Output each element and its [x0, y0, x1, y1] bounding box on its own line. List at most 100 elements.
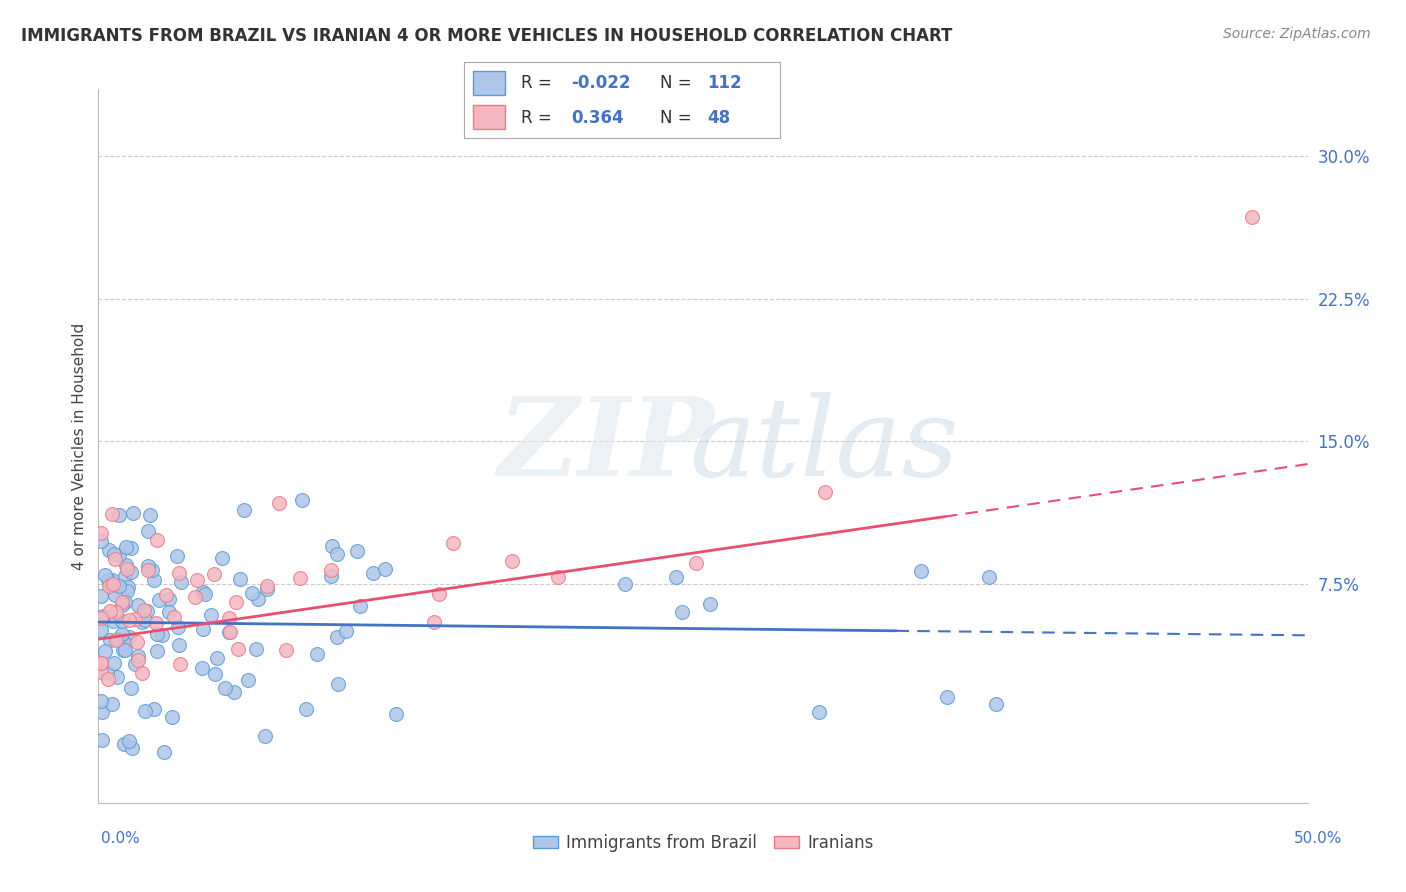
Point — [111, 599, 134, 613]
Point — [214, 681, 236, 696]
Point — [910, 564, 932, 578]
Point — [103, 577, 125, 591]
Point — [117, 561, 139, 575]
Point — [218, 611, 240, 625]
Point — [150, 628, 173, 642]
Text: N =: N = — [661, 109, 697, 127]
Point — [104, 588, 127, 602]
Point — [90, 534, 112, 549]
Bar — [474, 70, 505, 95]
Point — [136, 563, 159, 577]
Point — [114, 642, 136, 657]
Point — [97, 542, 120, 557]
Legend: Immigrants from Brazil, Iranians: Immigrants from Brazil, Iranians — [526, 828, 880, 859]
Point — [139, 508, 162, 523]
Point — [159, 605, 181, 619]
Text: 48: 48 — [707, 109, 731, 127]
Point — [111, 595, 134, 609]
Text: IMMIGRANTS FROM BRAZIL VS IRANIAN 4 OR MORE VEHICLES IN HOUSEHOLD CORRELATION CH: IMMIGRANTS FROM BRAZIL VS IRANIAN 4 OR M… — [21, 27, 952, 45]
Point — [112, 737, 135, 751]
Point — [218, 624, 240, 639]
Point — [101, 573, 124, 587]
Text: 50.0%: 50.0% — [1295, 831, 1343, 846]
Point — [90, 656, 112, 670]
Point — [131, 615, 153, 629]
Point — [103, 615, 125, 629]
Point — [321, 568, 343, 582]
Point — [361, 566, 384, 581]
Point — [97, 672, 120, 686]
Point — [132, 603, 155, 617]
Text: atlas: atlas — [689, 392, 959, 500]
Point — [105, 605, 128, 619]
Point — [245, 642, 267, 657]
Point — [295, 702, 318, 716]
Point — [167, 566, 190, 580]
Point — [127, 653, 149, 667]
Text: 0.0%: 0.0% — [101, 831, 141, 846]
Point — [97, 579, 120, 593]
Point — [326, 547, 349, 561]
Bar — [474, 105, 505, 129]
Point — [145, 616, 167, 631]
Point — [326, 677, 349, 691]
Point — [194, 586, 217, 600]
Point — [90, 706, 112, 720]
Point — [146, 643, 169, 657]
Point — [114, 637, 136, 651]
Point — [127, 648, 149, 663]
Point — [191, 622, 214, 636]
Point — [111, 643, 134, 657]
Point — [547, 570, 569, 584]
Point — [256, 579, 278, 593]
Point — [134, 614, 156, 628]
Point — [146, 627, 169, 641]
Point — [142, 574, 165, 588]
Point — [108, 508, 131, 522]
Point — [90, 525, 112, 540]
Point — [1240, 210, 1263, 224]
Point — [984, 697, 1007, 711]
Point — [349, 599, 371, 613]
Point — [90, 694, 112, 708]
Point — [253, 729, 276, 743]
Point — [90, 623, 112, 637]
Point — [118, 734, 141, 748]
Point — [977, 569, 1000, 583]
Point — [423, 615, 446, 630]
Point — [143, 702, 166, 716]
Point — [326, 630, 349, 644]
Point — [124, 612, 146, 626]
Point — [138, 559, 160, 574]
Point — [233, 503, 256, 517]
Point — [145, 533, 167, 547]
Point — [90, 589, 112, 603]
Point — [148, 593, 170, 607]
Point — [90, 732, 112, 747]
Point — [225, 595, 247, 609]
Point — [167, 638, 190, 652]
Point — [202, 566, 225, 581]
Point — [121, 740, 143, 755]
Point — [124, 657, 146, 671]
Text: Source: ZipAtlas.com: Source: ZipAtlas.com — [1223, 27, 1371, 41]
Point — [305, 647, 328, 661]
Point — [114, 594, 136, 608]
Point — [936, 690, 959, 705]
Point — [103, 656, 125, 670]
Point — [90, 656, 112, 670]
Point — [141, 563, 163, 577]
Point — [290, 571, 312, 585]
Point — [125, 635, 148, 649]
Point — [190, 661, 212, 675]
Point — [427, 587, 450, 601]
Point — [699, 597, 721, 611]
Point — [107, 579, 129, 593]
Text: ZIP: ZIP — [498, 392, 714, 500]
Point — [184, 590, 207, 604]
Point — [441, 535, 464, 549]
Point — [163, 610, 186, 624]
Point — [211, 550, 233, 565]
Point — [117, 580, 139, 594]
Point — [319, 563, 342, 577]
